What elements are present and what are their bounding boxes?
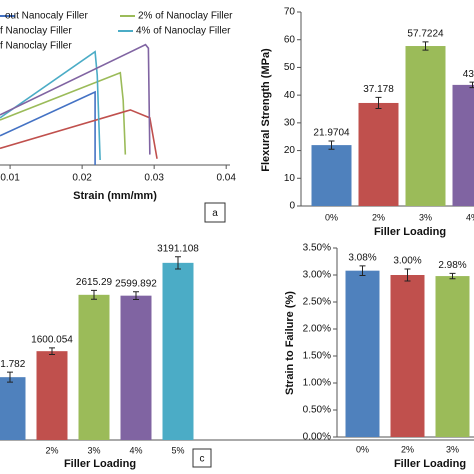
x-tick-label: 3% bbox=[87, 445, 100, 455]
error-bar bbox=[422, 41, 429, 51]
y-tick-label: 1.00% bbox=[303, 378, 331, 389]
bar bbox=[162, 262, 194, 440]
legend-label: 2% of Nanoclay Filler bbox=[138, 11, 233, 22]
value-label: 3.00% bbox=[393, 256, 421, 267]
legend-label: 4% of Nanoclay Filler bbox=[136, 26, 231, 37]
x-axis-label: Filler Loading bbox=[64, 458, 136, 470]
x-tick-label: 0.02 bbox=[72, 173, 92, 184]
y-axis-label: Flexural Strength (MPa) bbox=[260, 48, 272, 172]
y-tick-label: 3.50% bbox=[303, 243, 331, 254]
y-tick-label: 30 bbox=[284, 117, 296, 128]
error-bar bbox=[375, 96, 382, 110]
error-bar bbox=[175, 256, 181, 270]
x-tick-label: 4% bbox=[466, 212, 474, 222]
x-tick-label: 2% bbox=[401, 444, 414, 454]
bar bbox=[405, 46, 446, 207]
value-label: 3191.108 bbox=[157, 243, 199, 254]
y-tick-label: 0.50% bbox=[303, 405, 331, 416]
legend-label: f Nanoclay Filler bbox=[0, 26, 72, 37]
y-tick-label: 50 bbox=[284, 62, 296, 73]
bar bbox=[0, 377, 26, 440]
y-tick-label: 0 bbox=[289, 201, 295, 212]
curve bbox=[0, 109, 158, 159]
y-tick-label: 2.00% bbox=[303, 324, 331, 335]
y-tick-label: 60 bbox=[284, 34, 296, 45]
annotation-box bbox=[192, 448, 212, 468]
y-tick-label: 1.50% bbox=[303, 351, 331, 362]
bar bbox=[390, 275, 425, 437]
error-bar bbox=[449, 272, 456, 280]
y-tick-label: 20 bbox=[284, 145, 296, 156]
bar bbox=[311, 145, 352, 206]
error-bar bbox=[328, 140, 335, 150]
y-tick-label: 2.50% bbox=[303, 297, 331, 308]
annotation-box bbox=[204, 202, 226, 223]
curve bbox=[0, 71, 127, 155]
y-tick-label: 3.00% bbox=[303, 270, 331, 281]
x-tick-label: 4% bbox=[129, 445, 142, 455]
value-label: 1600.054 bbox=[31, 334, 73, 345]
value-label: 57.7224 bbox=[407, 29, 444, 40]
x-axis-label: Strain (mm/mm) bbox=[73, 190, 157, 202]
bar bbox=[120, 295, 152, 440]
value-label: 31.782 bbox=[0, 359, 26, 370]
error-bar bbox=[91, 289, 97, 300]
x-tick-label: 2% bbox=[45, 445, 58, 455]
x-tick-label: 3% bbox=[419, 212, 432, 222]
x-tick-label: 0.04 bbox=[216, 173, 236, 184]
x-tick-label: 2% bbox=[372, 212, 385, 222]
error-bar bbox=[469, 81, 474, 89]
error-bar bbox=[133, 291, 139, 301]
x-tick-label: 3% bbox=[446, 444, 459, 454]
value-label: 21.9704 bbox=[313, 128, 350, 139]
bar bbox=[358, 102, 399, 206]
curve bbox=[0, 43, 151, 155]
y-tick-label: 40 bbox=[284, 90, 296, 101]
y-axis-label: Strain to Failure (%) bbox=[284, 291, 296, 395]
x-axis-label: Filler Loading bbox=[394, 458, 466, 470]
error-bar bbox=[49, 347, 55, 356]
bar bbox=[36, 351, 68, 440]
y-tick-label: 70 bbox=[284, 7, 296, 18]
x-tick-label: 0.03 bbox=[144, 173, 164, 184]
curve bbox=[0, 50, 101, 161]
x-tick-label: 0% bbox=[356, 444, 369, 454]
x-axis-label: Filler Loading bbox=[374, 226, 446, 238]
x-tick-label: 0.01 bbox=[0, 173, 20, 184]
y-tick-label: 0.00% bbox=[303, 432, 331, 443]
value-label: 37.178 bbox=[363, 84, 394, 95]
error-bar bbox=[7, 371, 13, 383]
value-label: 2599.892 bbox=[115, 278, 157, 289]
bar bbox=[452, 84, 474, 206]
error-bar bbox=[359, 265, 366, 277]
bar bbox=[345, 270, 380, 437]
value-label: 2615.29 bbox=[76, 277, 113, 288]
bar bbox=[435, 276, 470, 437]
value-label: 43.7 bbox=[463, 69, 474, 80]
legend-label: f Nanoclay Filler bbox=[0, 41, 72, 52]
legend-label: out Nanocaly Filler bbox=[5, 11, 88, 22]
x-tick-label: 5% bbox=[171, 445, 184, 455]
curve bbox=[0, 90, 96, 165]
annotation: a bbox=[212, 208, 218, 219]
bar bbox=[78, 294, 110, 440]
y-tick-label: 10 bbox=[284, 173, 296, 184]
value-label: 2.98% bbox=[438, 260, 466, 271]
x-tick-label: 0% bbox=[325, 212, 338, 222]
annotation: c bbox=[200, 454, 205, 465]
error-bar bbox=[404, 268, 411, 282]
value-label: 3.08% bbox=[348, 252, 376, 263]
